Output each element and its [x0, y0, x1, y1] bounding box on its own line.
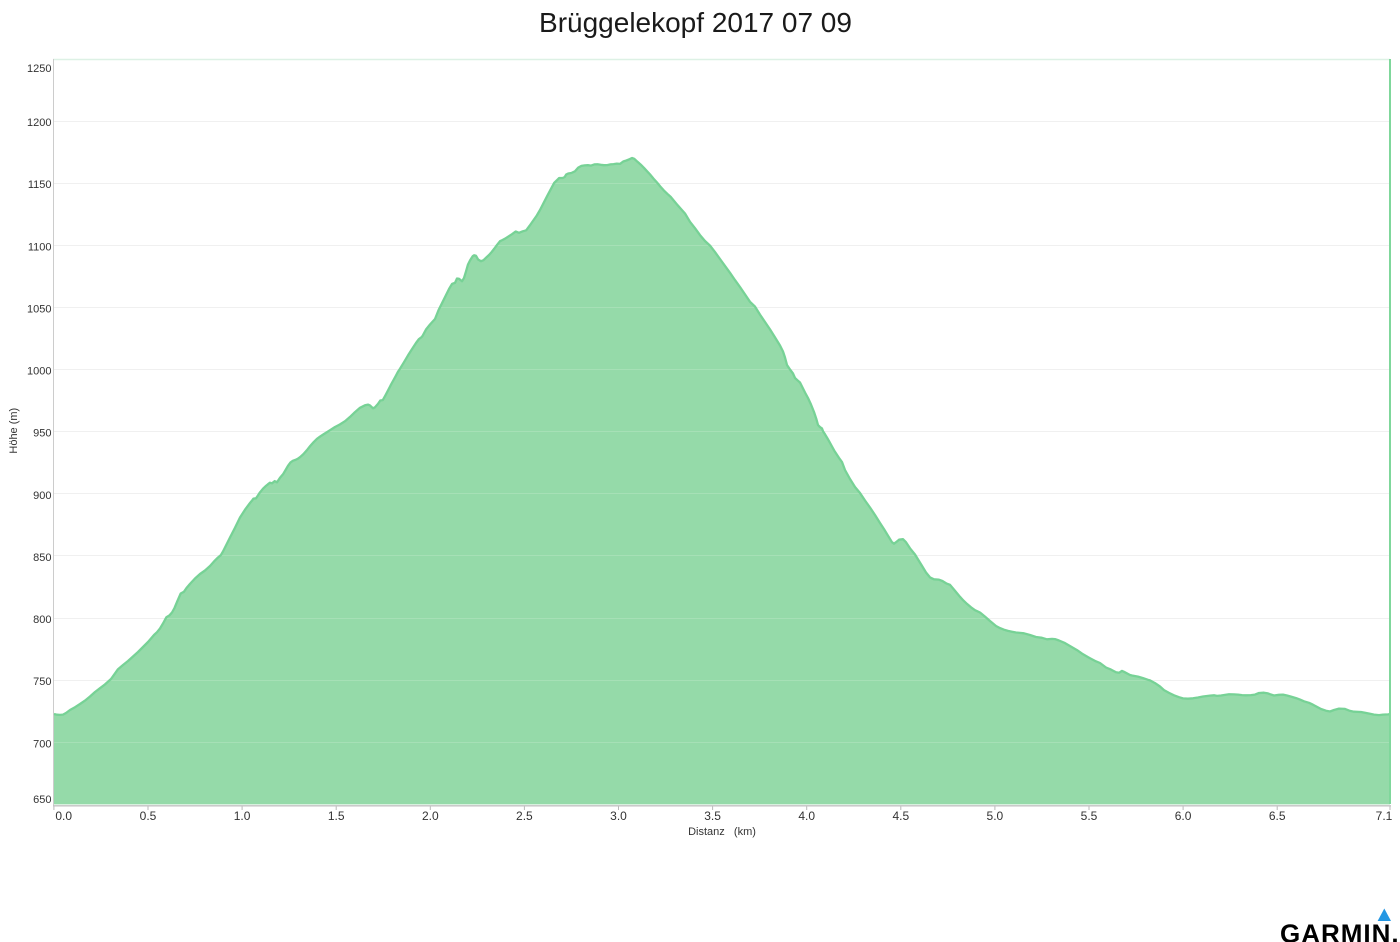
- svg-text:3.0: 3.0: [610, 809, 627, 823]
- svg-text:1.0: 1.0: [234, 809, 251, 823]
- svg-text:Distanz (km): Distanz (km): [688, 826, 756, 838]
- svg-text:950: 950: [33, 428, 51, 440]
- svg-text:700: 700: [33, 738, 51, 750]
- svg-text:6.5: 6.5: [1269, 809, 1286, 823]
- svg-text:0.5: 0.5: [140, 809, 157, 823]
- svg-text:4.0: 4.0: [798, 809, 815, 823]
- svg-text:1050: 1050: [27, 303, 51, 315]
- svg-text:4.5: 4.5: [892, 809, 909, 823]
- svg-text:2.5: 2.5: [516, 809, 533, 823]
- svg-text:5.0: 5.0: [987, 809, 1004, 823]
- svg-text:7.1: 7.1: [1376, 809, 1393, 823]
- svg-text:Brüggelekopf 2017 07 09: Brüggelekopf 2017 07 09: [539, 7, 852, 38]
- svg-text:850: 850: [33, 552, 51, 564]
- svg-text:3.5: 3.5: [704, 809, 721, 823]
- svg-text:750: 750: [33, 676, 51, 688]
- svg-text:GARMIN.: GARMIN.: [1280, 919, 1400, 942]
- svg-text:650: 650: [33, 794, 51, 806]
- svg-text:900: 900: [33, 490, 51, 502]
- svg-text:1000: 1000: [27, 366, 51, 378]
- svg-text:2.0: 2.0: [422, 809, 439, 823]
- svg-text:1250: 1250: [27, 63, 51, 75]
- svg-text:1.5: 1.5: [328, 809, 345, 823]
- svg-text:1200: 1200: [27, 117, 51, 129]
- svg-text:5.5: 5.5: [1081, 809, 1098, 823]
- svg-text:1150: 1150: [28, 179, 52, 191]
- svg-text:6.0: 6.0: [1175, 809, 1192, 823]
- svg-text:0.0: 0.0: [55, 809, 72, 823]
- svg-text:Höhe (m): Höhe (m): [8, 408, 20, 454]
- svg-text:800: 800: [33, 614, 51, 626]
- svg-text:1100: 1100: [28, 241, 52, 253]
